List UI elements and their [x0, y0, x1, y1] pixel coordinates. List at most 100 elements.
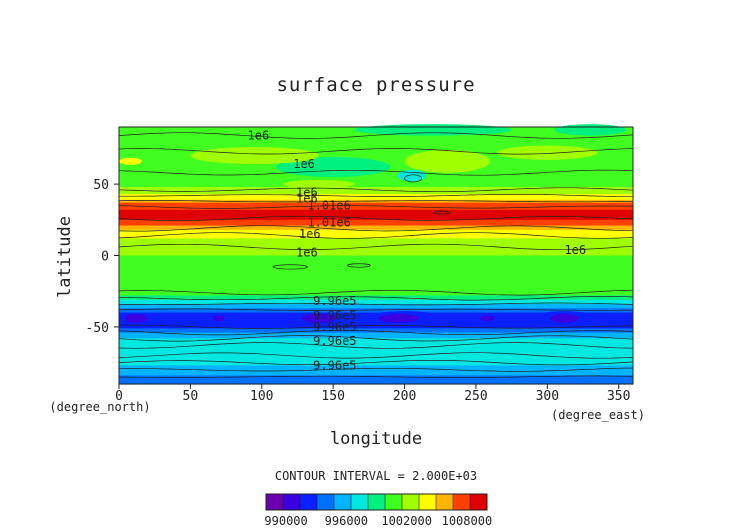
pressure-anomaly: [354, 124, 512, 136]
field-band: [119, 145, 633, 148]
field-band: [119, 151, 633, 154]
field-band: [119, 301, 633, 304]
field-band: [119, 184, 633, 187]
field-band: [119, 254, 633, 257]
field-band: [119, 239, 633, 242]
contour-line: [118, 169, 634, 176]
field-band: [119, 271, 633, 274]
field-band: [119, 224, 633, 227]
field-band: [119, 255, 633, 258]
field-band: [119, 178, 633, 181]
y-axis: -50 0 50: [86, 178, 119, 336]
field-band: [119, 192, 633, 195]
y-tick-label: 50: [93, 178, 109, 193]
pressure-anomaly: [404, 149, 491, 173]
field-band: [119, 284, 633, 287]
contour-label: 1e6: [564, 243, 586, 257]
field-band: [119, 232, 633, 235]
colorbar-swatch: [419, 494, 437, 510]
field-band: [119, 198, 633, 201]
field-band: [119, 252, 633, 255]
field-band: [119, 304, 633, 307]
field-band: [119, 235, 633, 238]
field-band: [119, 266, 633, 269]
field-band: [119, 291, 633, 294]
contour-loop: [432, 210, 451, 215]
field-band: [119, 205, 633, 208]
field-band: [119, 268, 633, 271]
field-band: [119, 144, 633, 147]
field-band: [119, 344, 633, 347]
field-band: [119, 138, 633, 141]
pressure-anomaly: [480, 315, 495, 322]
x-tick-label: 250: [464, 389, 487, 404]
x-tick-label: 200: [393, 389, 416, 404]
contour-lines: [118, 132, 634, 378]
field-band: [119, 209, 633, 212]
field-band: [119, 325, 633, 328]
pressure-anomaly: [554, 124, 626, 136]
contour-line: [118, 132, 634, 139]
field-band: [119, 345, 633, 348]
field-band: [119, 264, 633, 267]
pressure-anomaly: [213, 315, 225, 322]
colorbar-swatch: [402, 494, 420, 510]
field-band: [119, 258, 633, 261]
contour-line: [118, 352, 634, 359]
contour-label: 9.96e5: [313, 320, 356, 334]
field-band: [119, 351, 633, 354]
field-band: [119, 294, 633, 297]
x-axis: 0 50 100 150 200 250 300 350: [115, 384, 630, 404]
field-band: [119, 142, 633, 145]
contour-label: 1e6: [248, 129, 270, 143]
field-band: [119, 368, 633, 371]
field-band: [119, 181, 633, 184]
field-band: [119, 334, 633, 337]
contour-line: [118, 308, 633, 311]
field-band: [119, 216, 633, 219]
field-band: [119, 256, 633, 259]
contour-line: [118, 302, 634, 306]
x-tick-label: 100: [250, 389, 273, 404]
field-band: [119, 358, 633, 361]
contour-line: [118, 243, 634, 251]
x-axis-label: longitude: [330, 429, 422, 449]
field-band: [119, 295, 633, 298]
field-band: [119, 336, 633, 339]
contour-line: [118, 359, 634, 366]
contour-label: 1e6: [296, 191, 318, 205]
contour-line: [118, 200, 634, 203]
pressure-anomaly: [124, 314, 148, 323]
contour-loop: [404, 174, 423, 183]
field-band: [119, 372, 633, 375]
pressure-anomaly: [550, 314, 579, 323]
field-band: [119, 246, 633, 249]
field-band: [119, 196, 633, 199]
colorbar-swatch: [317, 494, 335, 510]
field-band: [119, 188, 633, 191]
field-band: [119, 288, 633, 291]
contour-line: [119, 193, 634, 198]
contour-line: [118, 232, 634, 239]
y-axis-label: latitude: [55, 216, 75, 298]
pressure-anomaly: [190, 146, 319, 165]
field-band: [119, 275, 633, 278]
contour-label: 1e6: [299, 227, 321, 241]
field-band: [119, 175, 633, 178]
contour-loop: [272, 264, 308, 270]
contour-label: 9.96e5: [313, 294, 356, 308]
contour-line: [118, 330, 634, 336]
colorbar-swatch: [283, 494, 301, 510]
field-band: [119, 212, 633, 215]
pressure-anomaly: [119, 157, 142, 165]
contour-label: 9.96e5: [313, 334, 356, 348]
contour-line: [118, 367, 634, 372]
pressure-anomaly: [431, 210, 449, 215]
field-band: [119, 355, 633, 358]
x-tick-label: 300: [536, 389, 559, 404]
colorbar-tick-label: 1002000: [381, 514, 432, 528]
x-tick-label: 50: [183, 389, 199, 404]
field-band: [119, 214, 633, 217]
